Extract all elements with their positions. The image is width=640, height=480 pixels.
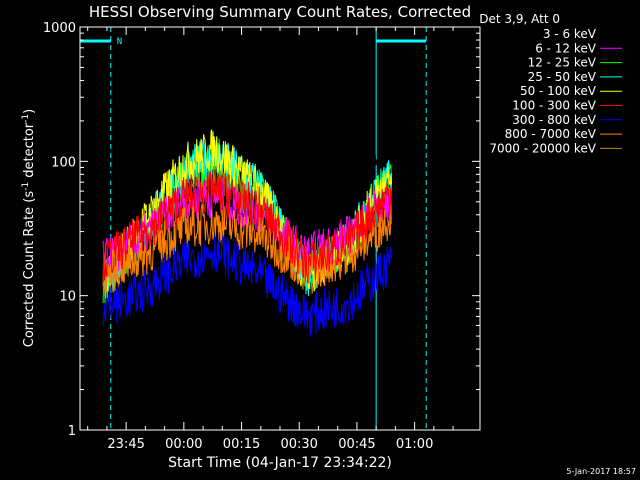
y-label-end: ) [22,109,37,114]
x-tick-label-2: 00:15 [223,437,260,452]
series-line-6 [102,232,392,337]
legend-label-1: 6 - 12 keV [535,41,597,55]
chart-title: HESSI Observing Summary Count Rates, Cor… [89,3,471,21]
x-tick-label-3: 00:30 [280,437,317,452]
x-tick-label-5: 01:00 [396,437,433,452]
legend-label-7: 800 - 7000 keV [505,127,597,141]
y-label-mid: detector [22,122,37,182]
legend-label-3: 25 - 50 keV [528,70,597,84]
legend-label-6: 300 - 800 keV [512,113,596,127]
legend-label-8: 7000 - 20000 keV [489,141,596,155]
plot-axes [79,26,481,431]
y-label-sup1: -1 [21,182,31,191]
footer-timestamp: 5-Jan-2017 18:57 [566,467,636,476]
x-tick-label-1: 00:00 [165,437,202,452]
y-label-main: Corrected Count Rate (s [22,191,37,348]
x-tick-label-0: 23:45 [107,437,144,452]
x-tick-label-4: 00:45 [338,437,375,452]
y-label-sup2: -1 [21,114,31,123]
y-tick-label-0: 1 [68,424,76,439]
series-line-5 [102,170,392,284]
y-tick-label-3: 1000 [43,21,76,36]
series-lines [102,129,392,337]
y-tick-label-1: 10 [59,290,76,305]
tick-labels: 23:45 00:00 00:15 00:30 00:45 01:00 1 10 100 1000 [43,21,433,452]
legend-label-5: 100 - 300 keV [512,99,596,113]
y-tick-label-2: 100 [51,155,76,170]
legend-title: Det 3,9, Att 0 [479,12,560,26]
x-axis-label: Start Time (04-Jan-17 23:34:22) [168,455,392,471]
legend-label-0: 3 - 6 keV [543,27,597,41]
y-axis-label: Corrected Count Rate (s-1 detector-1) [21,109,37,347]
legend-label-2: 12 - 25 keV [528,56,597,70]
night-label: N [117,37,122,47]
legend-label-4: 50 - 100 keV [520,84,597,98]
series-line-7 [102,202,392,295]
